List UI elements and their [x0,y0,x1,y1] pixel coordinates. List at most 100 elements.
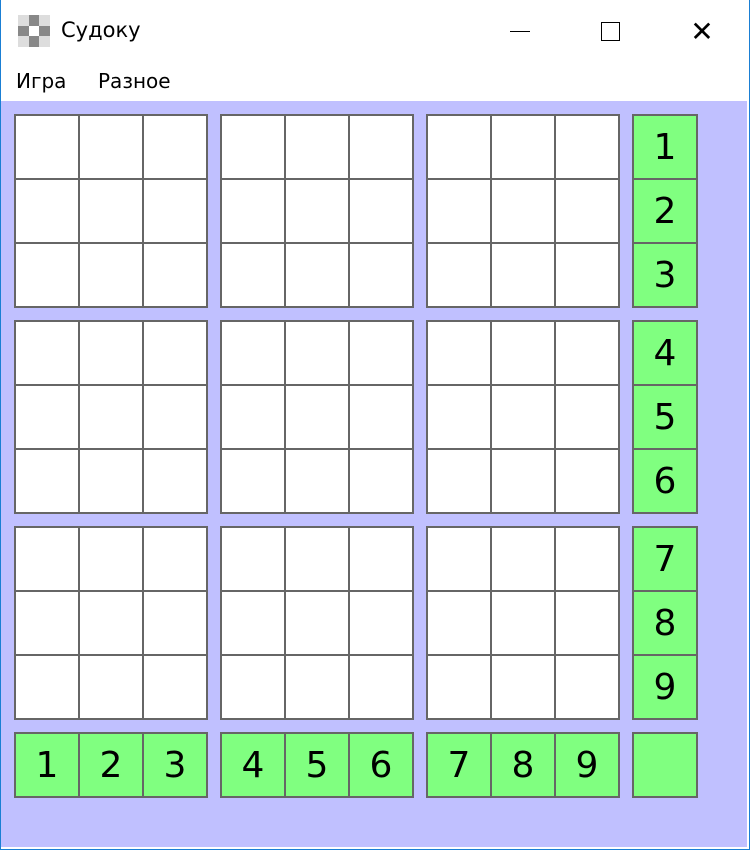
board-cell[interactable] [220,448,286,514]
column-palette-digit[interactable]: 2 [78,732,144,798]
board-cell[interactable] [220,320,286,386]
board-cell[interactable] [284,242,350,308]
board-cell[interactable] [78,114,144,180]
board-cell[interactable] [78,178,144,244]
row-palette-digit[interactable]: 2 [632,178,698,244]
board-cell[interactable] [220,526,286,592]
board-cell[interactable] [348,448,414,514]
board-cell[interactable] [426,526,492,592]
board-cell[interactable] [348,242,414,308]
board-cell[interactable] [142,242,208,308]
column-palette-digit[interactable]: 5 [284,732,350,798]
row-palette-digit[interactable]: 4 [632,320,698,386]
board-cell[interactable] [426,242,492,308]
board-cell[interactable] [142,384,208,450]
column-palette-digit[interactable]: 8 [490,732,556,798]
board-cell[interactable] [348,320,414,386]
board-cell[interactable] [284,384,350,450]
board-cell[interactable] [78,320,144,386]
column-palette-digit[interactable]: 4 [220,732,286,798]
board-cell[interactable] [426,320,492,386]
board-cell[interactable] [284,654,350,720]
board-cell[interactable] [284,178,350,244]
row-palette-digit[interactable]: 5 [632,384,698,450]
board-cell[interactable] [490,320,556,386]
close-button[interactable]: ✕ [656,0,748,62]
board-cell[interactable] [348,114,414,180]
board-cell[interactable] [14,320,80,386]
board-cell[interactable] [78,590,144,656]
maximize-button[interactable] [564,0,656,62]
board-cell[interactable] [142,526,208,592]
board-cell[interactable] [348,526,414,592]
board-cell[interactable] [490,590,556,656]
row-palette-digit[interactable]: 8 [632,590,698,656]
board-cell[interactable] [426,178,492,244]
board-cell[interactable] [14,384,80,450]
board-cell[interactable] [554,320,620,386]
board-cell[interactable] [284,526,350,592]
row-palette-digit[interactable]: 6 [632,448,698,514]
board-cell[interactable] [490,242,556,308]
board-cell[interactable] [554,114,620,180]
board-cell[interactable] [426,590,492,656]
board-cell[interactable] [490,178,556,244]
board-cell[interactable] [490,448,556,514]
board-cell[interactable] [142,590,208,656]
board-cell[interactable] [348,178,414,244]
board-cell[interactable] [348,590,414,656]
row-palette-digit[interactable]: 7 [632,526,698,592]
column-palette-digit[interactable]: 7 [426,732,492,798]
board-cell[interactable] [554,178,620,244]
board-cell[interactable] [554,448,620,514]
board-cell[interactable] [554,384,620,450]
board-cell[interactable] [14,654,80,720]
menu-misc[interactable]: Разное [98,69,171,93]
board-cell[interactable] [142,320,208,386]
board-cell[interactable] [284,320,350,386]
board-cell[interactable] [426,448,492,514]
board-cell[interactable] [348,384,414,450]
board-cell[interactable] [14,526,80,592]
column-palette-digit[interactable]: 6 [348,732,414,798]
board-cell[interactable] [220,178,286,244]
board-cell[interactable] [14,178,80,244]
board-cell[interactable] [78,384,144,450]
board-cell[interactable] [284,448,350,514]
column-palette-digit[interactable]: 9 [554,732,620,798]
board-cell[interactable] [14,114,80,180]
row-palette-digit[interactable]: 3 [632,242,698,308]
board-cell[interactable] [490,654,556,720]
corner-button[interactable] [632,732,698,798]
board-cell[interactable] [490,384,556,450]
board-cell[interactable] [490,114,556,180]
row-palette-digit[interactable]: 9 [632,654,698,720]
board-cell[interactable] [14,590,80,656]
board-cell[interactable] [426,114,492,180]
board-cell[interactable] [284,590,350,656]
board-cell[interactable] [78,448,144,514]
column-palette-digit[interactable]: 3 [142,732,208,798]
menu-game[interactable]: Игра [16,69,67,93]
board-cell[interactable] [14,242,80,308]
board-cell[interactable] [426,654,492,720]
board-cell[interactable] [554,654,620,720]
board-cell[interactable] [142,114,208,180]
board-cell[interactable] [284,114,350,180]
board-cell[interactable] [142,178,208,244]
board-cell[interactable] [220,242,286,308]
board-cell[interactable] [220,654,286,720]
board-cell[interactable] [554,526,620,592]
board-cell[interactable] [220,384,286,450]
row-palette-digit[interactable]: 1 [632,114,698,180]
board-cell[interactable] [490,526,556,592]
board-cell[interactable] [142,448,208,514]
board-cell[interactable] [78,654,144,720]
board-cell[interactable] [426,384,492,450]
minimize-button[interactable] [474,0,566,62]
board-cell[interactable] [348,654,414,720]
board-cell[interactable] [78,242,144,308]
board-cell[interactable] [142,654,208,720]
board-cell[interactable] [554,590,620,656]
column-palette-digit[interactable]: 1 [14,732,80,798]
